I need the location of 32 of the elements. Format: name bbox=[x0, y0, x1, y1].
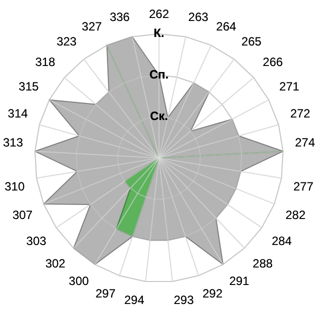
y-tick-label: К. bbox=[154, 26, 164, 40]
spoke-label: 336 bbox=[110, 10, 130, 24]
spoke-label: 294 bbox=[124, 292, 145, 307]
spoke-label: 314 bbox=[8, 106, 28, 121]
spoke-label: 274 bbox=[294, 136, 316, 150]
spoke-label: 272 bbox=[290, 106, 311, 121]
spoke-label: 327 bbox=[82, 20, 102, 34]
spoke-label: 293 bbox=[174, 292, 194, 307]
spoke-label: 266 bbox=[262, 54, 284, 69]
y-tick-label: Сп. bbox=[149, 68, 169, 82]
spoke-label: 313 bbox=[3, 136, 24, 150]
spoke-label: 263 bbox=[188, 10, 209, 24]
spoke-label: 292 bbox=[202, 286, 223, 301]
spoke-label: 284 bbox=[272, 234, 292, 248]
spoke-label: 297 bbox=[95, 286, 116, 301]
spoke-label: 271 bbox=[279, 79, 300, 94]
spoke-label: 310 bbox=[4, 180, 25, 194]
spoke-label: 303 bbox=[26, 234, 47, 248]
spoke-label: 288 bbox=[252, 256, 273, 270]
spoke-label: 302 bbox=[45, 256, 66, 270]
spoke-label: 265 bbox=[241, 34, 262, 49]
spoke-label: 300 bbox=[68, 274, 90, 288]
spoke-label: 291 bbox=[229, 274, 250, 288]
spoke-label: 262 bbox=[148, 6, 170, 21]
y-tick-label: Ск. bbox=[150, 108, 168, 123]
spoke-label: 315 bbox=[18, 79, 40, 94]
spoke-label: 264 bbox=[216, 20, 237, 34]
spoke-label: 277 bbox=[293, 180, 314, 194]
spoke-label: 323 bbox=[56, 34, 77, 49]
spoke-label: 282 bbox=[285, 208, 306, 222]
spoke-label: 318 bbox=[35, 54, 56, 69]
spoke-label: 307 bbox=[12, 208, 33, 222]
